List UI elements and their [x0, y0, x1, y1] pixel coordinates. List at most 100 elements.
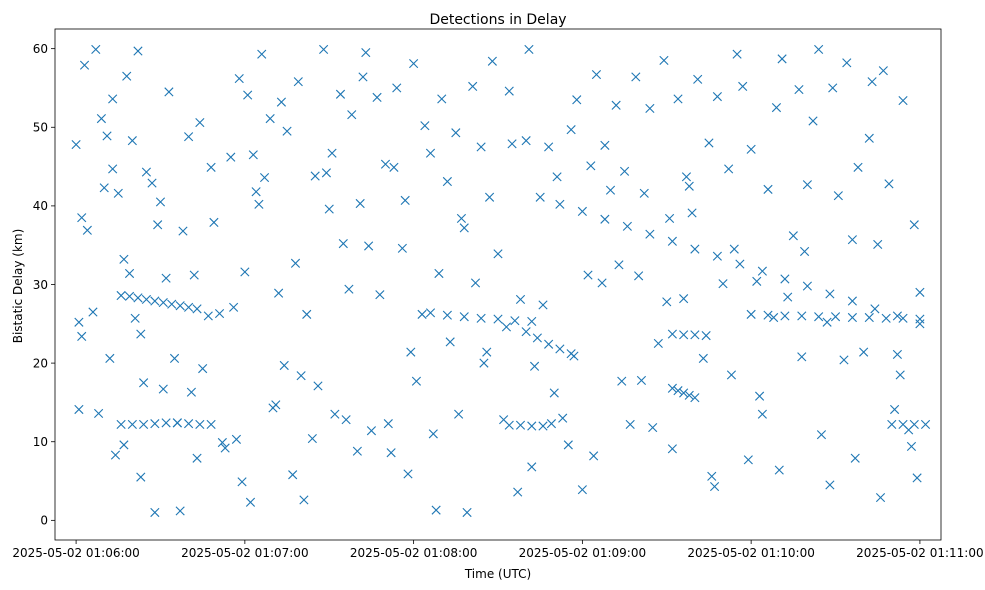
- track-point-track-2: [172, 418, 182, 428]
- data-point: [895, 370, 905, 380]
- data-point: [347, 110, 357, 120]
- x-tick-label: 2025-05-02 01:08:00: [350, 546, 477, 560]
- data-point: [482, 347, 492, 357]
- track-point-track-4: [780, 311, 790, 321]
- data-point: [243, 90, 253, 100]
- data-point: [397, 243, 407, 253]
- data-point: [842, 58, 852, 68]
- x-tick-label: 2025-05-02 01:10:00: [687, 546, 814, 560]
- data-point: [611, 100, 621, 110]
- track-point-track-2: [150, 419, 160, 429]
- data-point: [94, 408, 104, 419]
- data-point: [909, 220, 919, 230]
- data-point: [198, 364, 208, 374]
- data-point: [487, 56, 497, 66]
- track-point-track-10: [887, 419, 897, 430]
- data-point: [802, 180, 812, 190]
- data-points: [71, 44, 931, 518]
- data-point: [577, 485, 587, 495]
- y-tick-label: 60: [33, 42, 48, 56]
- data-point: [769, 312, 779, 323]
- track-point-track-1: [150, 296, 160, 306]
- data-point: [437, 94, 447, 104]
- data-point: [189, 270, 199, 280]
- data-point: [119, 254, 129, 264]
- track-point-track-2: [206, 419, 216, 430]
- y-tick-label: 50: [33, 121, 48, 135]
- data-point: [77, 331, 87, 341]
- data-point: [839, 355, 849, 365]
- track-point-track-6: [532, 333, 542, 343]
- data-point: [572, 95, 582, 105]
- track-point-track-4: [898, 313, 908, 323]
- data-point: [664, 213, 675, 224]
- data-point: [906, 441, 917, 452]
- track-point-track-3: [825, 289, 835, 299]
- data-point: [88, 307, 98, 317]
- data-point: [619, 166, 630, 176]
- data-point: [113, 188, 123, 198]
- data-point: [538, 300, 548, 310]
- data-point: [366, 426, 377, 436]
- data-point: [409, 59, 419, 69]
- track-point-track-3: [847, 296, 857, 306]
- data-point: [355, 198, 365, 209]
- track-point-track-10: [909, 419, 919, 430]
- data-point: [136, 329, 146, 339]
- track-point-track-2: [139, 419, 149, 430]
- data-point: [425, 148, 436, 158]
- data-point: [504, 86, 514, 96]
- data-point: [240, 267, 250, 277]
- track-point-track-1: [116, 290, 126, 301]
- data-point: [693, 74, 703, 84]
- data-point: [513, 487, 523, 497]
- data-point: [296, 371, 306, 381]
- data-point: [743, 455, 753, 465]
- data-point: [673, 94, 683, 104]
- data-point: [259, 172, 270, 183]
- data-point: [808, 116, 818, 126]
- track-point-track-4: [847, 312, 857, 323]
- data-point: [195, 117, 205, 128]
- data-point: [864, 133, 874, 143]
- data-point: [82, 225, 92, 235]
- data-point: [774, 465, 784, 475]
- data-point: [96, 114, 106, 124]
- data-point: [788, 231, 798, 241]
- data-point: [245, 497, 256, 507]
- data-point: [231, 434, 242, 444]
- track-point-track-8: [684, 390, 694, 400]
- data-point: [456, 213, 467, 224]
- data-point: [636, 375, 647, 385]
- data-point: [442, 176, 452, 187]
- data-point: [153, 220, 163, 230]
- track-point-track-3: [667, 236, 677, 246]
- data-point: [687, 208, 697, 218]
- data-point: [99, 183, 109, 193]
- track-point-track-4: [881, 313, 891, 323]
- data-point: [178, 226, 188, 236]
- data-point: [771, 103, 782, 113]
- data-point: [158, 384, 168, 394]
- data-point: [324, 204, 334, 214]
- data-point: [248, 150, 258, 160]
- data-point: [108, 94, 118, 104]
- data-point: [139, 378, 149, 388]
- data-point: [890, 404, 900, 415]
- data-point: [293, 77, 303, 87]
- data-point: [169, 353, 180, 363]
- track-point-track-1: [184, 302, 194, 312]
- data-point: [746, 144, 756, 154]
- data-point: [589, 451, 599, 461]
- data-point: [515, 294, 526, 305]
- data-point: [462, 507, 472, 518]
- data-point: [229, 302, 239, 312]
- data-point: [288, 470, 298, 480]
- data-point: [164, 87, 174, 97]
- data-point: [411, 376, 422, 386]
- data-point: [434, 268, 444, 279]
- data-point: [91, 44, 101, 55]
- data-point: [524, 44, 534, 55]
- data-point: [732, 49, 742, 59]
- track-point-track-7: [701, 331, 711, 341]
